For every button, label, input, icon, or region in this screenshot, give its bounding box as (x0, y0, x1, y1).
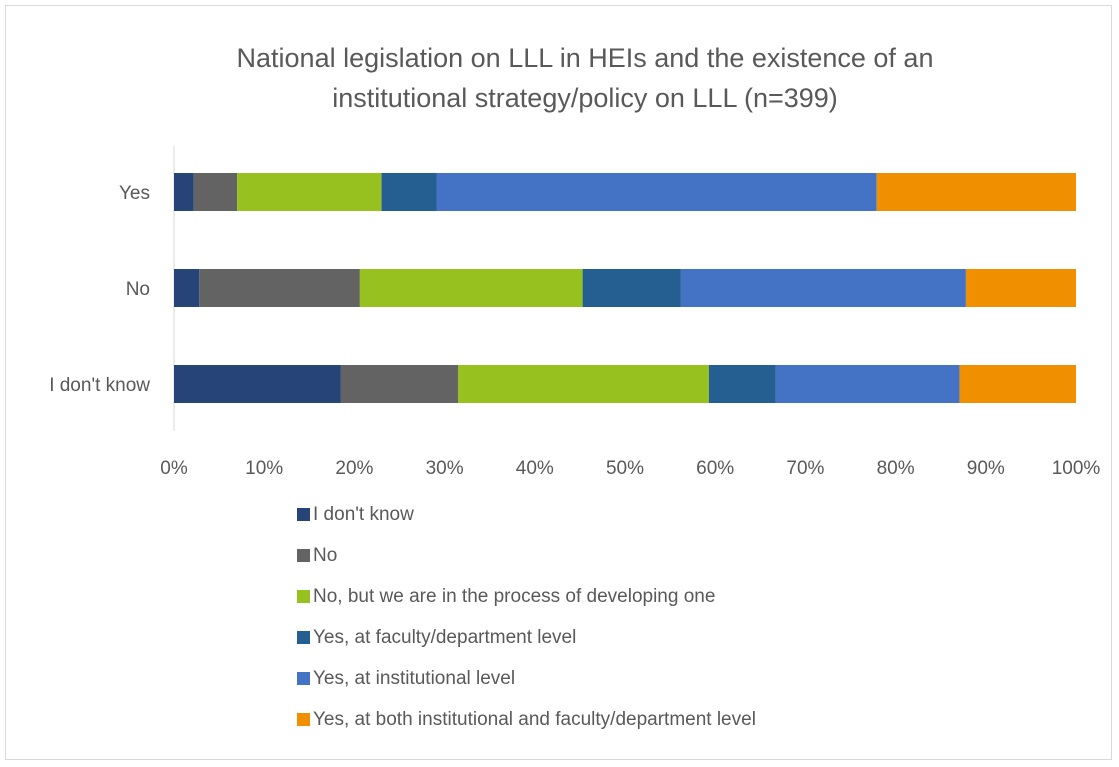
bar-no-series-2 (359, 269, 583, 307)
bars-group (174, 173, 1076, 403)
bar-yes-series-3 (381, 173, 437, 211)
bar-i-don-t-know-series-5 (959, 365, 1076, 403)
legend-label-2: No, but we are in the process of develop… (313, 586, 716, 607)
chart-title-line-1: National legislation on LLL in HEIs and … (237, 43, 934, 73)
x-axis-tick-labels: 0% 10% 20% 30% 40% 50% 60% 70% 80% 90% 100% (160, 458, 1100, 479)
legend-label-5: Yes, at both institutional and faculty/d… (313, 709, 756, 730)
bar-i-don-t-know-series-0 (174, 365, 341, 403)
x-tick-7: 70% (786, 458, 824, 479)
legend-label-1: No (313, 545, 338, 566)
legend-swatch-5 (297, 713, 310, 726)
legend-swatch-3 (297, 631, 310, 644)
y-label-yes: Yes (119, 183, 150, 204)
y-label-i-don-t-know: I don't know (49, 375, 150, 396)
bar-yes-series-0 (174, 173, 194, 211)
bar-no-series-5 (966, 269, 1076, 307)
x-tick-10: 100% (1052, 458, 1101, 479)
bar-i-don-t-know-series-4 (775, 365, 960, 403)
bar-yes-series-1 (193, 173, 238, 211)
bar-yes-series-5 (876, 173, 1076, 211)
bar-i-don-t-know-series-3 (708, 365, 776, 403)
x-tick-3: 30% (426, 458, 464, 479)
x-tick-4: 40% (516, 458, 554, 479)
bar-yes-series-4 (436, 173, 877, 211)
x-tick-8: 80% (877, 458, 915, 479)
bar-no-series-3 (582, 269, 681, 307)
bar-no-series-0 (174, 269, 200, 307)
bar-no-series-4 (680, 269, 966, 307)
chart-title-line-2: institutional strategy/policy on LLL (n=… (332, 83, 838, 113)
legend-label-4: Yes, at institutional level (313, 668, 516, 689)
x-tick-2: 20% (335, 458, 373, 479)
bar-yes-series-2 (237, 173, 382, 211)
legend-label-3: Yes, at faculty/department level (313, 627, 577, 648)
x-tick-6: 60% (696, 458, 734, 479)
bar-i-don-t-know-series-2 (458, 365, 709, 403)
x-tick-1: 10% (245, 458, 283, 479)
y-axis-labels: Yes No I don't know (49, 183, 150, 396)
legend-swatch-1 (297, 549, 310, 562)
legend-swatch-4 (297, 672, 310, 685)
x-tick-5: 50% (606, 458, 644, 479)
x-tick-0: 0% (160, 458, 188, 479)
bar-i-don-t-know-series-1 (340, 365, 459, 403)
legend-swatch-2 (297, 590, 310, 603)
x-tick-9: 90% (967, 458, 1005, 479)
legend-swatch-0 (297, 508, 310, 521)
bar-no-series-1 (199, 269, 360, 307)
legend-label-0: I don't know (313, 504, 414, 525)
y-label-no: No (126, 279, 150, 300)
